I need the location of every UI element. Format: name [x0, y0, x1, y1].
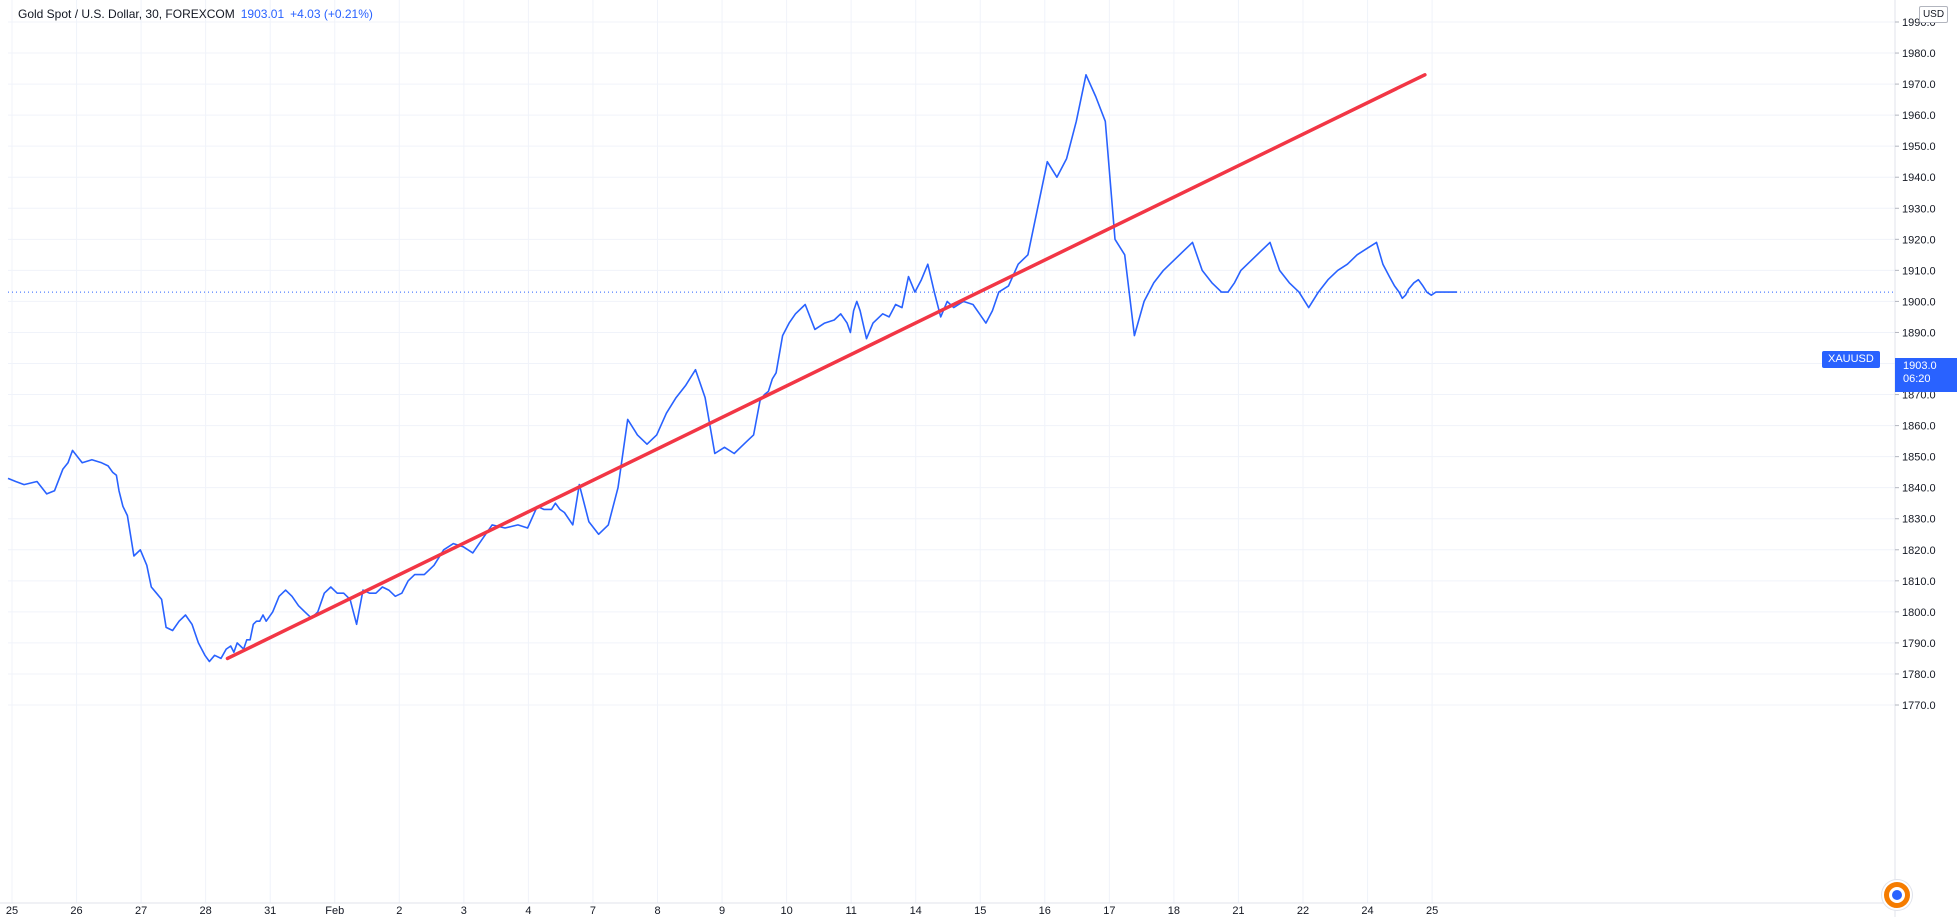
x-tick-label: 22 [1297, 905, 1309, 917]
y-tick-label: 1920.0 [1902, 234, 1936, 246]
last-price-label: 1903.0 06:20 [1895, 358, 1957, 392]
x-tick-label: 14 [910, 905, 922, 917]
x-tick-label: 31 [264, 905, 276, 917]
y-tick-label: 1890.0 [1902, 327, 1936, 339]
x-tick-label: 4 [525, 905, 531, 917]
y-tick-label: 1980.0 [1902, 48, 1936, 60]
y-tick-label: 1900.0 [1902, 296, 1936, 308]
price-axis-labels: 1770.0 1780.0 1790.0 1800.0 1810.0 1820.0 1830… [1895, 17, 1936, 712]
y-tick-label: 1820.0 [1902, 545, 1936, 557]
y-tick-label: 1940.0 [1902, 172, 1936, 184]
x-tick-label: 7 [590, 905, 596, 917]
x-tick-label: 28 [200, 905, 212, 917]
logo-inner-icon [1889, 887, 1905, 903]
chart-legend: Gold Spot / U.S. Dollar, 30, FOREXCOM 190… [18, 7, 373, 21]
y-tick-label: 1930.0 [1902, 203, 1936, 215]
last-price-value: 1903.01 [240, 7, 285, 21]
bar-countdown: 06:20 [1903, 373, 1931, 385]
y-tick-label: 1780.0 [1902, 669, 1936, 681]
y-tick-label: 1850.0 [1902, 452, 1936, 464]
y-tick-label: 1860.0 [1902, 421, 1936, 433]
x-tick-label: 25 [1426, 905, 1438, 917]
last-price-tag-value: 1903.0 [1903, 360, 1937, 372]
x-tick-label: 25 [6, 905, 18, 917]
y-tick-label: 1970.0 [1902, 79, 1936, 91]
symbol-title: Gold Spot / U.S. Dollar, 30, FOREXCOM [18, 7, 235, 21]
x-tick-label: 9 [719, 905, 725, 917]
y-tick-label: 1800.0 [1902, 607, 1936, 619]
x-tick-label: 26 [70, 905, 82, 917]
x-tick-label: 15 [974, 905, 986, 917]
y-tick-label: 1840.0 [1902, 483, 1936, 495]
x-tick-label: 11 [845, 905, 856, 917]
x-tick-label: 8 [654, 905, 660, 917]
x-tick-label: 24 [1361, 905, 1373, 917]
y-tick-label: 1790.0 [1902, 638, 1936, 650]
y-tick-label: 1830.0 [1902, 514, 1936, 526]
axes [0, 0, 1896, 917]
y-tick-label: 1910.0 [1902, 265, 1936, 277]
x-tick-label: 18 [1168, 905, 1180, 917]
time-axis-labels: 25 26 27 28 31 Feb 2 3 4 7 8 9 10 11 14 15 16 17 18 21 22 24 2… [6, 905, 1438, 917]
tradingview-logo-icon[interactable] [1882, 880, 1912, 910]
price-change: +4.03 (+0.21%) [290, 7, 373, 21]
y-tick-label: 1950.0 [1902, 141, 1936, 153]
y-tick-label: 1810.0 [1902, 576, 1936, 588]
price-series-line[interactable] [7, 74, 1458, 663]
currency-button[interactable]: USD [1919, 6, 1948, 23]
x-tick-label: 16 [1039, 905, 1051, 917]
y-tick-label: 1960.0 [1902, 110, 1936, 122]
x-tick-label: Feb [325, 905, 344, 917]
x-tick-label: 27 [135, 905, 147, 917]
trendline[interactable] [225, 73, 1427, 661]
chart-grid [8, 0, 1895, 903]
x-tick-label: 2 [396, 905, 402, 917]
x-tick-label: 21 [1232, 905, 1244, 917]
symbol-price-label: XAUUSD [1822, 351, 1880, 368]
y-tick-label: 1870.0 [1902, 390, 1936, 402]
y-tick-label: 1770.0 [1902, 700, 1936, 712]
x-tick-label: 3 [461, 905, 467, 917]
x-tick-label: 10 [780, 905, 792, 917]
x-tick-label: 17 [1103, 905, 1115, 917]
